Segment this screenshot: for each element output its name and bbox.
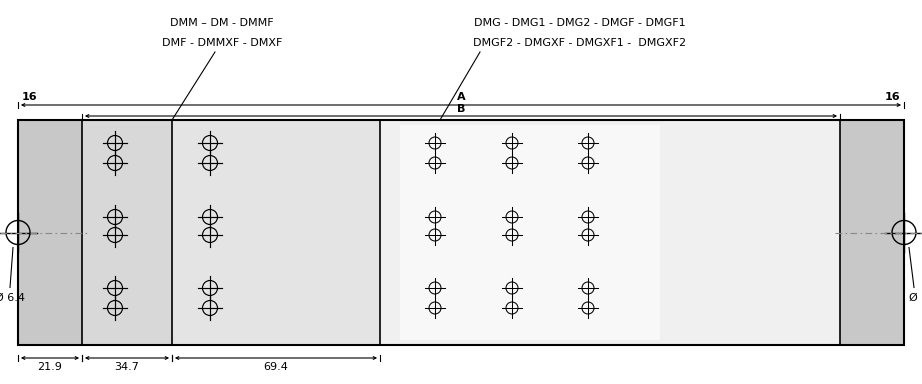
Text: 16: 16 (884, 92, 900, 102)
Text: 16: 16 (22, 92, 38, 102)
Text: A: A (456, 92, 466, 102)
Text: Ø 6.4: Ø 6.4 (0, 293, 25, 303)
Text: DMF - DMMXF - DMXF: DMF - DMMXF - DMXF (162, 38, 282, 48)
Bar (400, 125, 660, 340)
Text: 34.7: 34.7 (114, 362, 139, 372)
Bar (82, 120, 172, 345)
Bar (172, 120, 380, 345)
Text: 69.4: 69.4 (264, 362, 289, 372)
Text: B: B (456, 104, 466, 114)
Bar (380, 120, 840, 345)
Bar (18, 120, 82, 345)
Text: 21.9: 21.9 (38, 362, 63, 372)
Bar (840, 120, 904, 345)
Text: DMG - DMG1 - DMG2 - DMGF - DMGF1: DMG - DMG1 - DMG2 - DMGF - DMGF1 (474, 18, 686, 28)
Text: DMM – DM - DMMF: DMM – DM - DMMF (171, 18, 274, 28)
Bar (18, 120, 904, 345)
Text: Ø 6.4: Ø 6.4 (909, 293, 922, 303)
Text: DMGF2 - DMGXF - DMGXF1 -  DMGXF2: DMGF2 - DMGXF - DMGXF1 - DMGXF2 (473, 38, 687, 48)
